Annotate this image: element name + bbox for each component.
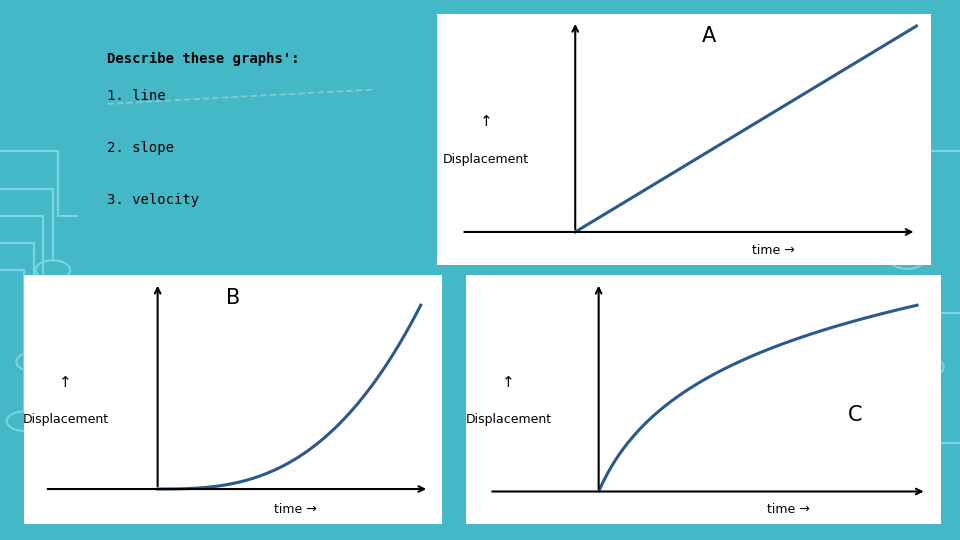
Text: time →: time → <box>274 503 317 516</box>
Text: 3. velocity: 3. velocity <box>108 193 200 207</box>
Text: time →: time → <box>767 503 810 516</box>
Text: time →: time → <box>752 244 794 257</box>
Text: 1. line: 1. line <box>108 89 166 103</box>
Text: ↑: ↑ <box>502 375 515 390</box>
Text: Describe these graphs':: Describe these graphs': <box>108 52 300 66</box>
Text: ↑: ↑ <box>60 375 72 390</box>
Text: Displacement: Displacement <box>444 153 529 166</box>
Text: Displacement: Displacement <box>466 413 551 426</box>
Text: B: B <box>226 288 240 308</box>
Text: ↑: ↑ <box>480 114 492 129</box>
Text: Displacement: Displacement <box>23 413 108 426</box>
Text: C: C <box>848 404 862 424</box>
Text: A: A <box>702 26 716 46</box>
Text: 2. slope: 2. slope <box>108 140 174 154</box>
